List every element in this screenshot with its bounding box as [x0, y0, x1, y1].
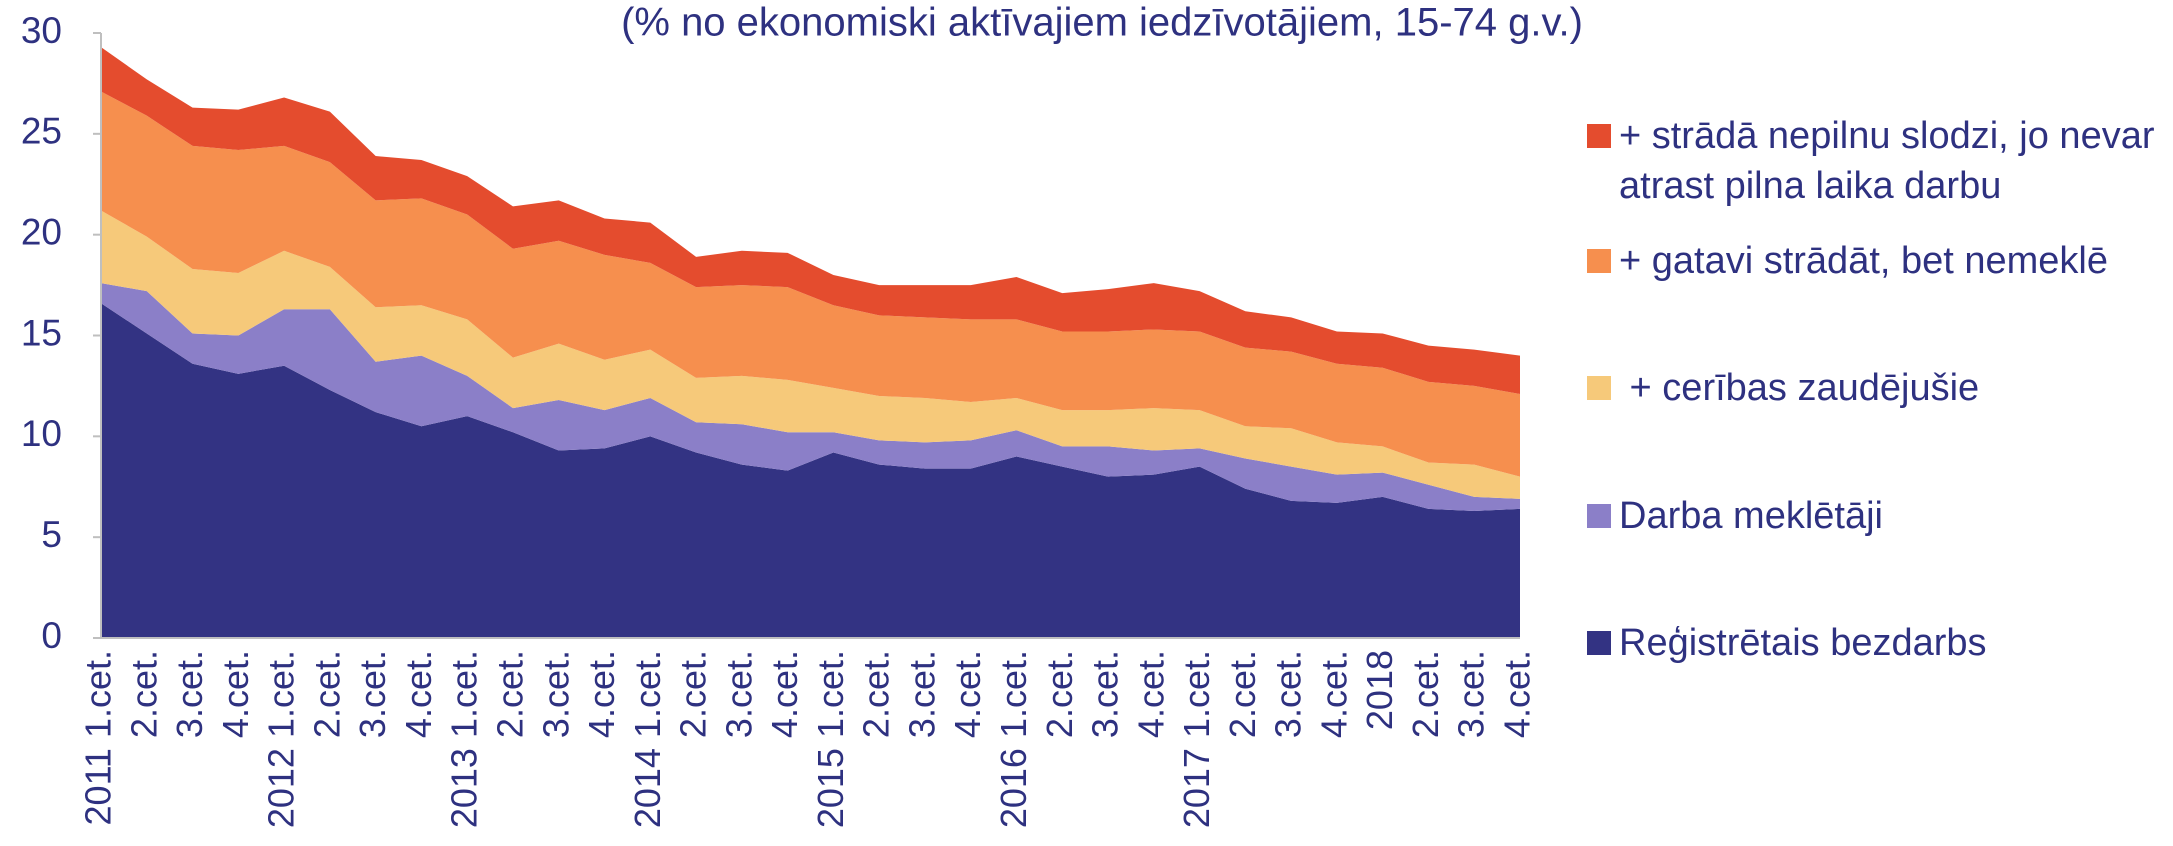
x-tick-label: 3.cet. — [1085, 650, 1126, 738]
legend-swatch — [1587, 124, 1611, 148]
x-tick-label: 2.cet. — [1405, 650, 1446, 738]
x-tick-label: 2.cet. — [123, 650, 164, 738]
y-tick-label: 30 — [21, 10, 62, 51]
y-tick-label: 20 — [21, 211, 62, 252]
y-tick-label: 15 — [21, 312, 62, 353]
x-tick-label: 2016 1.cet. — [993, 650, 1034, 828]
x-tick-label: 2014 1.cet. — [627, 650, 668, 828]
legend-swatch — [1587, 249, 1611, 273]
area — [101, 210, 1520, 499]
x-tick-label: 2013 1.cet. — [444, 650, 485, 828]
x-tick-label: 3.cet. — [901, 650, 942, 738]
y-tick-label: 0 — [41, 615, 62, 656]
x-tick-label: 4.cet. — [1497, 650, 1538, 738]
legend-label: Darba meklētāji — [1619, 495, 1883, 537]
x-tick-label: 2.cet. — [856, 650, 897, 738]
x-tick-label: 2015 1.cet. — [810, 650, 851, 828]
x-tick-label: 4.cet. — [764, 650, 805, 738]
area — [101, 91, 1520, 477]
x-tick-label: 3.cet. — [169, 650, 210, 738]
chart-title: (% no ekonomiski aktīvajiem iedzīvotājie… — [621, 1, 1583, 45]
x-tick-label: 2.cet. — [306, 650, 347, 738]
x-tick-label: 4.cet. — [947, 650, 988, 738]
x-tick-label: 2012 1.cet. — [261, 650, 302, 828]
x-tick-label: 3.cet. — [718, 650, 759, 738]
x-tick-label: 2.cet. — [673, 650, 714, 738]
x-tick-label: 4.cet. — [398, 650, 439, 738]
legend-swatch — [1587, 504, 1611, 528]
x-tick-label: 4.cet. — [215, 650, 256, 738]
legend-swatch — [1587, 631, 1611, 655]
x-tick-label: 3.cet. — [1268, 650, 1309, 738]
legend-item: Darba meklētāji — [1587, 491, 1883, 541]
x-tick-label: 3.cet. — [1451, 650, 1492, 738]
legend-item: Reģistrētais bezdarbs — [1587, 618, 1987, 668]
x-tick-label: 2.cet. — [489, 650, 530, 738]
x-tick-label: 4.cet. — [1313, 650, 1354, 738]
legend-item: + gatavi strādāt, bet nemeklē — [1587, 236, 2108, 286]
y-tick-label: 10 — [21, 413, 62, 454]
x-tick-label: 2.cet. — [1222, 650, 1263, 738]
area — [101, 47, 1520, 394]
x-tick-label: 4.cet. — [1130, 650, 1171, 738]
x-tick-label: 3.cet. — [352, 650, 393, 738]
y-tick-label: 25 — [21, 111, 62, 152]
legend-swatch — [1587, 376, 1611, 400]
x-tick-label: 2018 — [1359, 650, 1400, 730]
legend-item: + cerības zaudējušie — [1587, 363, 1979, 413]
x-tick-label: 2017 1.cet. — [1176, 650, 1217, 828]
legend-label: + gatavi strādāt, bet nemeklē — [1619, 240, 2109, 282]
area — [101, 303, 1520, 638]
legend-label: + cerības zaudējušie — [1619, 367, 1980, 409]
x-tick-label: 2011 1.cet. — [78, 650, 119, 825]
x-tick-label: 4.cet. — [581, 650, 622, 738]
x-tick-label: 2.cet. — [1039, 650, 1080, 738]
legend-item: + strādā nepilnu slodzi, jo nevar atrast… — [1587, 111, 2173, 211]
legend-label: + strādā nepilnu slodzi, jo nevar atrast… — [1619, 115, 2166, 207]
y-tick-label: 5 — [41, 514, 62, 555]
x-tick-label: 3.cet. — [535, 650, 576, 738]
area — [101, 283, 1520, 511]
legend-label: Reģistrētais bezdarbs — [1619, 622, 1987, 664]
